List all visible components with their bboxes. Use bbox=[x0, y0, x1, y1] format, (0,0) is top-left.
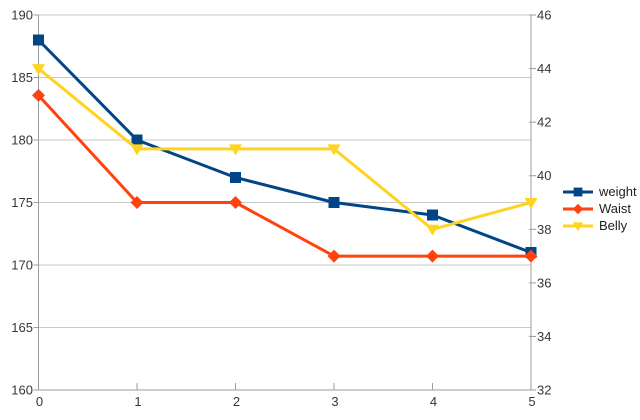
svg-text:0: 0 bbox=[36, 394, 43, 409]
svg-text:160: 160 bbox=[11, 383, 33, 398]
svg-text:40: 40 bbox=[537, 168, 551, 183]
svg-text:4: 4 bbox=[430, 394, 437, 409]
legend-item-weight: weight bbox=[563, 185, 637, 199]
legend-weight-label: weight bbox=[599, 184, 637, 199]
svg-text:175: 175 bbox=[11, 195, 33, 210]
svg-text:38: 38 bbox=[537, 222, 551, 237]
svg-text:42: 42 bbox=[537, 115, 551, 130]
svg-text:44: 44 bbox=[537, 61, 551, 76]
svg-text:165: 165 bbox=[11, 320, 33, 335]
svg-text:3: 3 bbox=[331, 394, 338, 409]
svg-text:46: 46 bbox=[537, 8, 551, 23]
legend-belly-label: Belly bbox=[599, 218, 628, 233]
svg-text:2: 2 bbox=[233, 394, 240, 409]
svg-text:36: 36 bbox=[537, 275, 551, 290]
svg-text:1: 1 bbox=[134, 394, 141, 409]
svg-text:185: 185 bbox=[11, 70, 33, 85]
legend-waist-label: Waist bbox=[599, 201, 632, 216]
svg-text:190: 190 bbox=[11, 8, 33, 23]
svg-text:5: 5 bbox=[528, 394, 535, 409]
svg-text:180: 180 bbox=[11, 133, 33, 148]
svg-text:170: 170 bbox=[11, 258, 33, 273]
legend-item-belly: Belly bbox=[563, 219, 637, 233]
svg-text:34: 34 bbox=[537, 329, 551, 344]
legend-belly-marker-icon bbox=[563, 219, 593, 233]
svg-text:32: 32 bbox=[537, 383, 551, 398]
chart-legend: weight Waist Belly bbox=[563, 185, 637, 233]
legend-weight-marker-icon bbox=[563, 185, 593, 199]
legend-item-waist: Waist bbox=[563, 202, 637, 216]
legend-waist-marker-icon bbox=[563, 202, 593, 216]
